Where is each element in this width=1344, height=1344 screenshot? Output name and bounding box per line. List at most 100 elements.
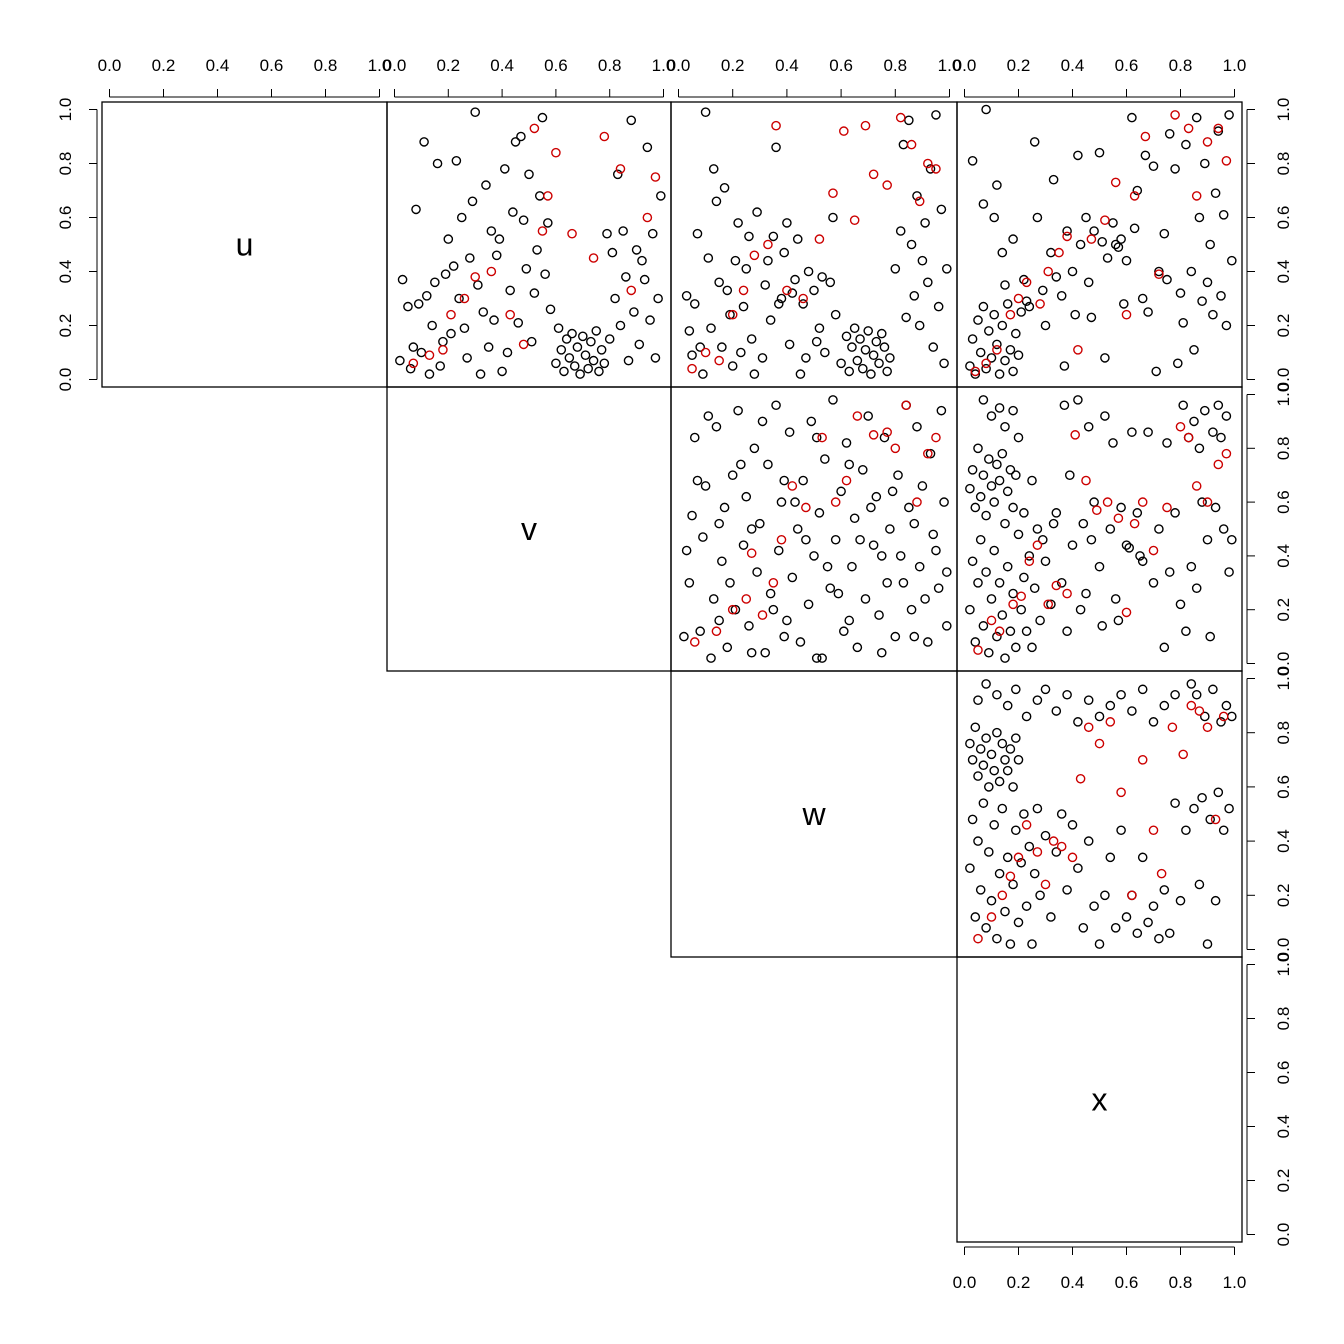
- right-y-axis-x: 0.0 0.2 0.4 0.6 0.8 1.0: [1246, 953, 1293, 1246]
- data-point-black: [478, 307, 489, 317]
- data-point-black: [432, 158, 443, 169]
- data-point-black: [698, 369, 708, 379]
- tick-label: 0.6: [260, 56, 284, 75]
- panel-points-w-vs-v: [679, 395, 952, 663]
- tick-label: 0.2: [152, 56, 176, 75]
- data-point-black: [931, 545, 941, 556]
- data-point-red: [1013, 293, 1024, 304]
- tick-label: 0.6: [1115, 1273, 1139, 1292]
- data-point-red: [1081, 475, 1091, 486]
- data-point-black: [855, 334, 865, 344]
- data-point-black: [975, 744, 986, 754]
- data-point-black: [763, 459, 773, 470]
- data-point-black: [692, 475, 703, 486]
- data-point-black: [1189, 344, 1199, 355]
- data-points: [395, 104, 1237, 949]
- data-point-black: [868, 350, 879, 361]
- data-point-black: [1194, 879, 1205, 890]
- data-point-red: [839, 126, 849, 136]
- data-point-black: [1000, 355, 1010, 366]
- data-point-black: [755, 518, 765, 529]
- data-point-black: [1227, 255, 1237, 266]
- tick-label: 0.0: [953, 1273, 977, 1292]
- tick-label: 0.2: [1274, 314, 1293, 338]
- data-point-black: [698, 532, 708, 542]
- data-point-black: [901, 312, 911, 323]
- data-point-black: [978, 470, 989, 481]
- data-point-black: [1038, 285, 1048, 296]
- data-point-black: [1213, 400, 1224, 411]
- data-point-black: [820, 454, 830, 464]
- data-point-black: [790, 274, 800, 285]
- data-point-red: [923, 158, 933, 169]
- data-point-black: [917, 255, 928, 266]
- data-point-red: [1073, 344, 1083, 355]
- tick-label: 0.2: [1274, 883, 1293, 907]
- data-point-black: [681, 545, 692, 556]
- tick-label: 0.4: [1274, 260, 1293, 284]
- data-point-black: [923, 277, 933, 288]
- data-point-black: [967, 556, 978, 567]
- data-point-black: [1011, 733, 1021, 743]
- data-point-black: [470, 107, 481, 117]
- data-point-black: [1083, 277, 1094, 288]
- data-point-black: [1083, 421, 1094, 432]
- data-point-black: [914, 561, 925, 572]
- right-y-axis-w: 0.0 0.2 0.4 0.6 0.8 1.0: [1246, 667, 1293, 961]
- data-point-black: [844, 459, 855, 470]
- right-y-axis-v: 0.0 0.2 0.4 0.6 0.8 1.0: [1246, 383, 1293, 675]
- data-point-black: [1002, 299, 1013, 309]
- data-point-red: [1140, 131, 1151, 142]
- data-point-black: [1154, 524, 1164, 534]
- data-point-black: [1159, 642, 1170, 653]
- data-point-black: [811, 336, 822, 347]
- data-point-black: [746, 334, 757, 344]
- data-point-black: [975, 491, 986, 502]
- data-point-black: [1046, 599, 1056, 610]
- data-point-black: [454, 293, 464, 304]
- data-point-black: [612, 169, 623, 180]
- data-point-black: [1197, 296, 1207, 307]
- data-point-black: [1002, 486, 1013, 497]
- data-point-red: [714, 355, 724, 366]
- data-point-red: [1040, 879, 1051, 890]
- data-point-black: [1013, 350, 1024, 361]
- data-point-red: [650, 172, 661, 182]
- data-point-black: [857, 363, 868, 374]
- data-point-black: [1021, 626, 1032, 637]
- data-point-black: [491, 250, 502, 261]
- data-point-black: [1024, 841, 1035, 852]
- data-point-black: [895, 551, 906, 561]
- data-point-black: [852, 355, 863, 366]
- data-point-black: [1027, 939, 1037, 949]
- data-point-black: [1002, 561, 1013, 572]
- data-point-red: [438, 344, 448, 355]
- data-point-black: [803, 599, 814, 610]
- data-point-black: [879, 432, 890, 443]
- data-point-black: [874, 610, 884, 620]
- data-point-black: [397, 274, 408, 285]
- data-point-black: [695, 626, 705, 637]
- data-point-black: [1046, 912, 1056, 922]
- data-point-black: [986, 481, 997, 491]
- data-point-black: [1162, 438, 1172, 448]
- data-point-red: [1094, 738, 1105, 749]
- data-point-black: [1056, 290, 1067, 301]
- data-point-black: [1005, 626, 1016, 637]
- data-point-black: [909, 631, 920, 642]
- data-point-black: [438, 336, 448, 347]
- data-point-black: [1070, 309, 1080, 320]
- data-point-black: [1113, 242, 1124, 252]
- data-point-black: [992, 727, 1002, 738]
- data-point-black: [1202, 939, 1213, 949]
- data-point-red: [505, 309, 515, 320]
- data-point-black: [1024, 551, 1035, 561]
- data-point-red: [727, 604, 738, 615]
- data-point-black: [1011, 642, 1021, 653]
- data-point-black: [1029, 583, 1040, 593]
- data-point-red: [1067, 852, 1078, 863]
- data-point-black: [906, 239, 917, 250]
- data-point-black: [1086, 312, 1097, 323]
- data-point-black: [876, 647, 887, 658]
- data-point-red: [551, 147, 561, 158]
